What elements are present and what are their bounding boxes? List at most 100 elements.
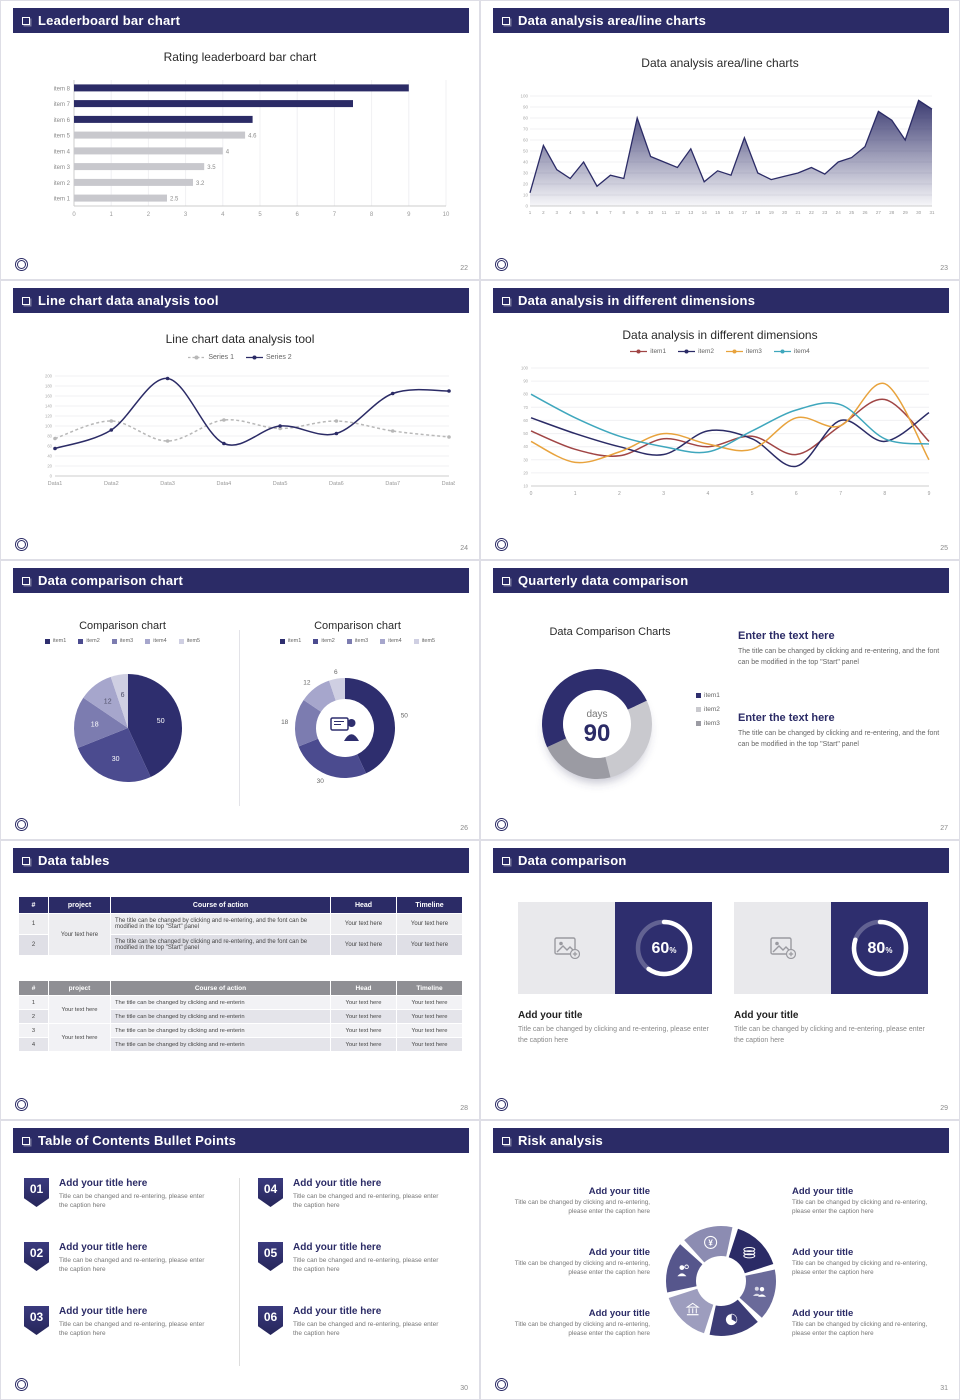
cell-num: 4 (18, 1037, 49, 1052)
svg-text:2: 2 (147, 212, 151, 218)
image-placeholder-icon (769, 937, 796, 959)
block-heading: Enter the text here (738, 630, 835, 642)
slide-area-line-charts[interactable]: Data analysis area/line charts Data anal… (480, 0, 960, 280)
svg-text:20: 20 (782, 210, 788, 215)
svg-text:21: 21 (795, 210, 801, 215)
chart-title: Comparison chart (79, 620, 166, 632)
comparison-card: 60% (518, 902, 712, 994)
toc-item[interactable]: 04 Add your title here Title can be change… (258, 1178, 458, 1242)
svg-text:0: 0 (50, 474, 53, 479)
svg-text:80: 80 (47, 434, 52, 439)
toc-item[interactable]: 05 Add your title here Title can be change… (258, 1242, 458, 1306)
slide-toc-bullets[interactable]: Table of Contents Bullet Points 01 Add yo… (0, 1120, 480, 1400)
legend-item: item3 (696, 720, 720, 727)
svg-text:180: 180 (45, 384, 53, 389)
risk-item-title: Add your title (792, 1247, 854, 1258)
svg-text:18: 18 (281, 719, 289, 726)
svg-text:8: 8 (623, 210, 626, 215)
slide-dimensions-analysis[interactable]: Data analysis in different dimensions Da… (480, 280, 960, 560)
svg-text:Data6: Data6 (329, 481, 344, 487)
cell-course: The title can be changed by clicking and… (110, 913, 331, 935)
cell-head: Your text here (330, 913, 397, 935)
toc-item[interactable]: 02 Add your title here Title can be change… (24, 1242, 224, 1306)
legend-item: item3 (346, 638, 368, 644)
cell-course: The title can be changed by clicking and… (110, 934, 331, 956)
cell-timeline: Your text here (396, 1009, 463, 1024)
toc-item-title: Add your title here (59, 1242, 148, 1253)
toc-item[interactable]: 03 Add your title here Title can be change… (24, 1306, 224, 1370)
table-header-cell: Timeline (396, 980, 463, 996)
progress-ring: 80% (831, 902, 928, 994)
svg-text:18: 18 (755, 210, 761, 215)
slide-title: Table of Contents Bullet Points (38, 1133, 237, 1148)
slide-data-tables[interactable]: Data tables # project Course of action Head… (0, 840, 480, 1120)
table-row: 2 The title can be changed by clicking an… (18, 1009, 463, 1024)
legend-item: item4 (145, 638, 167, 644)
svg-text:days: days (586, 709, 607, 720)
slide-risk-analysis[interactable]: Risk analysis ¥ Add your title Title can … (480, 1120, 960, 1400)
square-bullet-icon (502, 576, 510, 585)
svg-text:12: 12 (104, 698, 112, 705)
legend-item: item1 (630, 348, 666, 355)
legend-item: item5 (413, 638, 435, 644)
cell-course: The title can be changed by clicking and… (110, 1037, 331, 1052)
svg-text:10: 10 (523, 193, 529, 198)
slide-title: Data analysis in different dimensions (518, 293, 756, 308)
table-header-cell: Course of action (110, 896, 331, 914)
cell-project: Your text here (48, 913, 111, 956)
slide-header: Data analysis in different dimensions (493, 288, 949, 313)
svg-text:1: 1 (574, 491, 577, 497)
svg-text:Data7: Data7 (385, 481, 400, 487)
slide-data-comparison-cards[interactable]: Data comparison 60% (480, 840, 960, 1120)
cell-course: The title can be changed by clicking and… (110, 1009, 331, 1024)
person-icon (677, 1264, 689, 1277)
slide-header: Data comparison (493, 848, 949, 873)
svg-text:6: 6 (121, 692, 125, 699)
slide-header: Table of Contents Bullet Points (13, 1128, 469, 1153)
slide-leaderboard-bar-chart[interactable]: Leaderboard bar chart Rating leaderboard… (0, 0, 480, 280)
table-header-cell: Timeline (396, 896, 463, 914)
toc-item-caption: Title can be changed and re-entering, pl… (59, 1193, 205, 1210)
svg-text:Data1: Data1 (48, 481, 63, 487)
cell-head: Your text here (330, 934, 397, 956)
slide-quarterly-comparison[interactable]: Quarterly data comparison Data Compariso… (480, 560, 960, 840)
toc-item-caption: Title can be changed and re-entering, pl… (293, 1257, 439, 1274)
number-badge: 03 (24, 1306, 49, 1335)
svg-text:40: 40 (47, 454, 52, 459)
svg-text:5: 5 (258, 212, 262, 218)
svg-text:13: 13 (688, 210, 694, 215)
risk-diagram: ¥ (646, 1208, 796, 1363)
svg-text:12: 12 (675, 210, 681, 215)
yen-icon: ¥ (704, 1235, 718, 1249)
svg-text:50: 50 (157, 718, 165, 725)
svg-text:50: 50 (523, 431, 528, 436)
slide-data-comparison-chart[interactable]: Data comparison chart Comparison chart C… (0, 560, 480, 840)
risk-item-caption: Title can be changed by clicking and re-… (792, 1321, 928, 1337)
toc-item-title: Add your title here (59, 1178, 148, 1189)
svg-text:5: 5 (751, 491, 754, 497)
svg-text:17: 17 (742, 210, 748, 215)
legend-item: item3 (111, 638, 133, 644)
number-badge: 01 (24, 1178, 49, 1207)
page-number: 31 (940, 1385, 948, 1392)
svg-text:60: 60 (47, 444, 52, 449)
risk-item-title: Add your title (588, 1308, 650, 1319)
svg-text:7: 7 (839, 491, 842, 497)
svg-text:140: 140 (45, 404, 53, 409)
table-header-cell: # (18, 896, 49, 914)
svg-text:1: 1 (110, 212, 114, 218)
slide-line-chart-tool[interactable]: Line chart data analysis tool Line chart… (0, 280, 480, 560)
svg-text:50: 50 (523, 149, 529, 154)
table-header-cell: # (18, 980, 49, 996)
toc-item[interactable]: 01 Add your title here Title can be change… (24, 1178, 224, 1242)
slide-title: Data comparison chart (38, 573, 184, 588)
toc-item[interactable]: 06 Add your title here Title can be change… (258, 1306, 458, 1370)
number-badge: 05 (258, 1242, 283, 1271)
logo-badge (495, 538, 508, 551)
comparison-card: 80% (734, 902, 928, 994)
bank-icon (685, 1302, 700, 1316)
slide-header: Quarterly data comparison (493, 568, 949, 593)
svg-text:30: 30 (523, 457, 528, 462)
svg-text:1: 1 (529, 210, 532, 215)
multi-line-chart: 10 20 30 40 50 60 70 80 90 100 0 1 2 3 4 5 6 7 8 9 (505, 362, 935, 519)
